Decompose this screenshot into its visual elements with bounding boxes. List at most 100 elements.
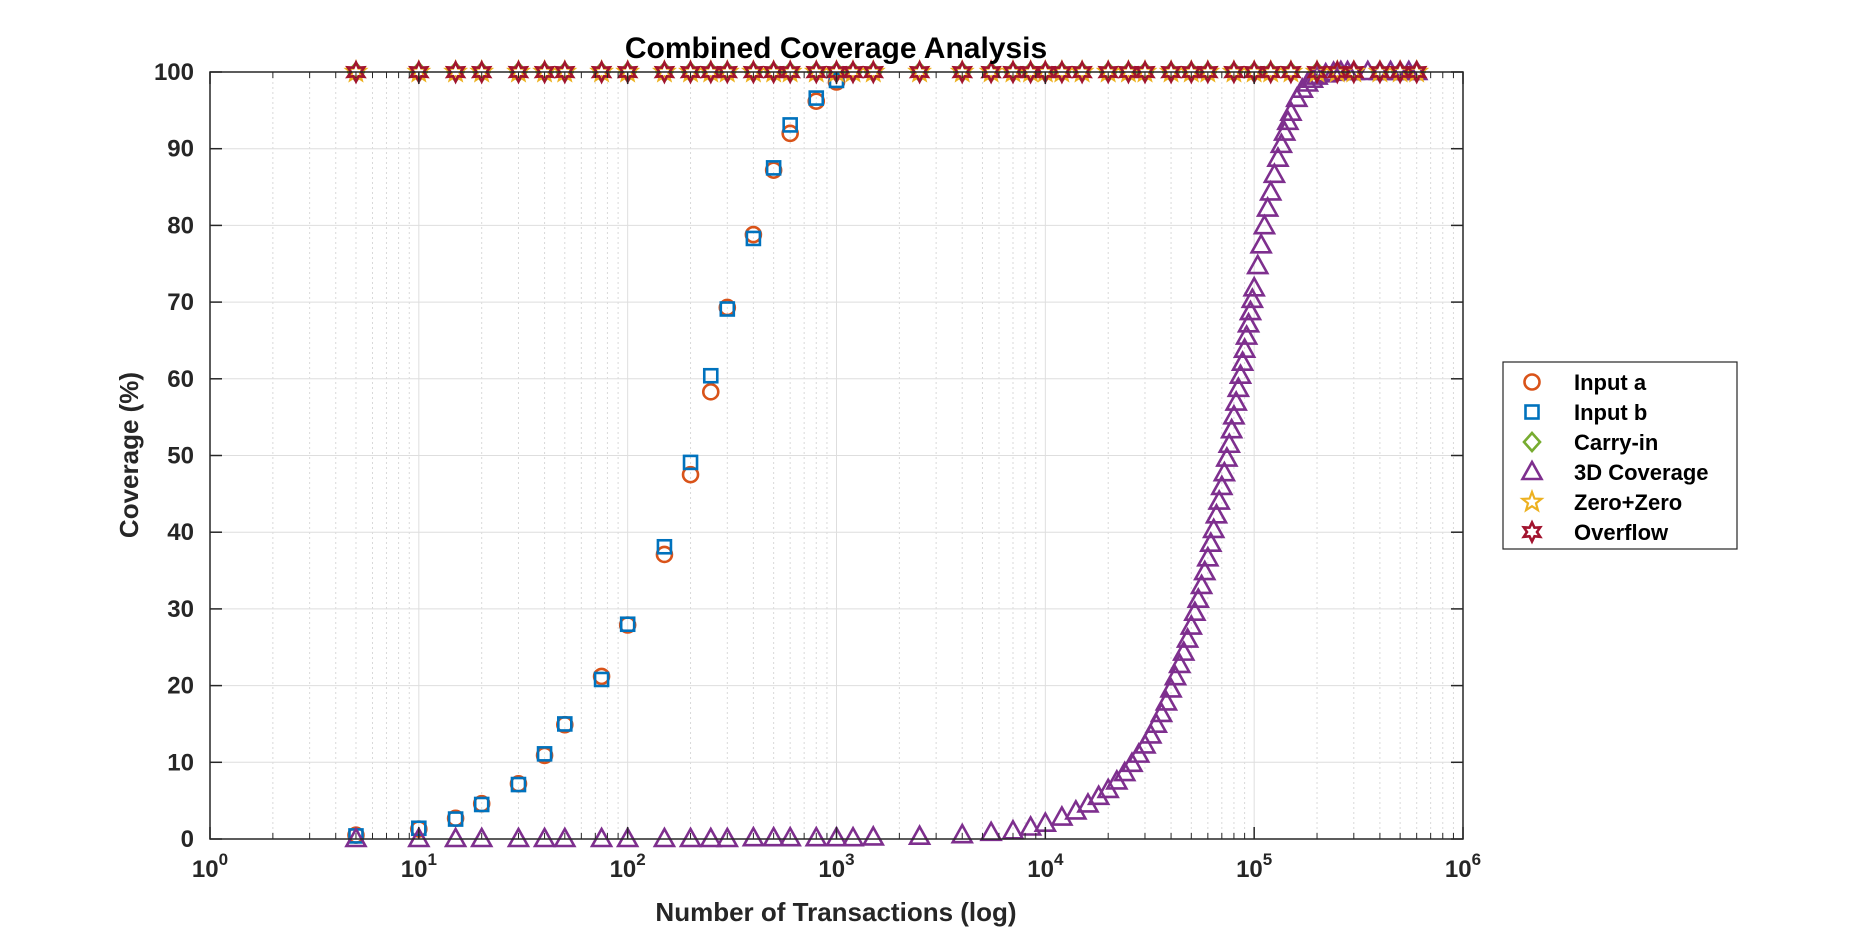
data-point-3d-coverage <box>1172 639 1196 661</box>
data-point-3d-coverage <box>652 826 677 848</box>
data-point-overflow <box>1097 59 1119 85</box>
chart-title: Combined Coverage Analysis <box>625 32 1047 65</box>
y-tick-label: 70 <box>167 289 194 316</box>
data-point-3d-coverage <box>1086 784 1111 806</box>
data-point-3d-coverage <box>1279 99 1303 121</box>
legend: Input a Input b Carry-in 3D Coverage Zero+Ze… <box>1502 361 1738 550</box>
y-tick-label: 100 <box>154 59 194 86</box>
data-point-input-a <box>701 383 720 401</box>
legend-marker-input-a <box>1523 373 1541 391</box>
x-tick-label: 102 <box>610 850 646 883</box>
data-point-3d-coverage <box>1133 732 1157 754</box>
data-point-3d-coverage <box>950 822 974 844</box>
data-point-3d-coverage <box>1258 179 1283 201</box>
data-point-input-b <box>536 746 553 762</box>
tick-labels: 100 101 102 103 104 105 106 0 10 20 30 40 50 60 70 80 90… <box>154 59 1481 883</box>
data-point-3d-coverage <box>715 826 740 848</box>
y-tick-label: 10 <box>167 749 194 776</box>
data-point-input-b <box>782 117 798 133</box>
data-point-3d-coverage <box>1242 275 1266 297</box>
data-point-3d-coverage <box>1230 350 1255 371</box>
data-point-overflow <box>716 59 739 85</box>
data-point-3d-coverage <box>979 820 1003 842</box>
data-point-3d-coverage <box>1217 432 1241 454</box>
legend-label-3d-coverage: 3D Coverage <box>1574 460 1709 485</box>
data-point-3d-coverage <box>907 824 932 845</box>
data-point-3d-coverage <box>1018 814 1043 836</box>
data-point-overflow <box>1050 59 1073 85</box>
legend-marker-zero-zero <box>1519 488 1545 513</box>
data-point-3d-coverage <box>1219 417 1244 439</box>
data-point-overflow <box>444 59 467 85</box>
data-point-overflow <box>1280 59 1302 85</box>
x-tick-label: 103 <box>818 850 854 883</box>
x-tick-label: 100 <box>192 850 228 883</box>
data-point-3d-coverage <box>1226 376 1251 398</box>
data-point-3d-coverage <box>469 826 494 848</box>
legend-label-input-b: Input b <box>1574 400 1647 425</box>
y-tick-label: 50 <box>167 443 194 470</box>
data-point-3d-coverage <box>1201 517 1226 539</box>
data-point-input-b <box>719 301 736 317</box>
data-point-input-b <box>557 716 573 732</box>
data-point-input-b <box>510 776 527 793</box>
data-point-overflow <box>1197 59 1219 85</box>
y-tick-label: 60 <box>167 366 194 393</box>
x-tick-label: 105 <box>1236 850 1272 883</box>
data-point-3d-coverage <box>553 826 577 848</box>
data-point-3d-coverage <box>1295 70 1320 92</box>
data-point-3d-coverage <box>1269 132 1294 154</box>
data-point-3d-coverage <box>824 825 849 847</box>
legend-marker-3d-coverage <box>1520 459 1544 481</box>
data-point-3d-coverage <box>1224 389 1248 411</box>
y-tick-label: 30 <box>167 596 194 623</box>
data-point-3d-coverage <box>741 825 766 847</box>
data-point-3d-coverage <box>861 824 885 846</box>
data-point-3d-coverage <box>804 825 828 847</box>
data-point-input-a <box>681 465 700 484</box>
data-point-input-b <box>702 367 719 384</box>
legend-box <box>1502 361 1738 550</box>
data-point-3d-coverage <box>1199 531 1223 553</box>
data-point-3d-coverage <box>1144 712 1169 734</box>
y-tick-label: 0 <box>181 826 194 853</box>
data-point-3d-coverage <box>1222 403 1246 425</box>
data-point-overflow <box>1160 59 1182 85</box>
x-tick-label: 104 <box>1027 850 1064 883</box>
x-axis-label: Number of Transactions (log) <box>655 897 1016 927</box>
data-point-overflow <box>908 59 931 85</box>
data-point-3d-coverage <box>1262 162 1287 184</box>
data-point-overflow <box>679 59 702 85</box>
data-point-input-b <box>765 160 782 176</box>
data-point-3d-coverage <box>443 826 468 848</box>
data-markers <box>343 58 1430 848</box>
data-point-3d-coverage <box>1204 502 1229 524</box>
data-point-3d-coverage <box>1193 559 1217 581</box>
data-point-3d-coverage <box>1249 232 1273 254</box>
data-point-3d-coverage <box>1255 195 1280 217</box>
data-point-3d-coverage <box>1186 587 1210 608</box>
legend-label-zero-zero: Zero+Zero <box>1574 490 1682 515</box>
data-point-overflow <box>1259 59 1282 85</box>
data-point-3d-coverage <box>1207 488 1231 510</box>
data-point-input-b <box>808 90 825 106</box>
data-point-overflow <box>1306 59 1328 85</box>
data-point-3d-coverage <box>1179 613 1204 635</box>
data-point-input-a <box>781 124 799 143</box>
legend-label-input-a: Input a <box>1574 370 1647 395</box>
data-point-3d-coverage <box>1266 146 1290 167</box>
data-point-overflow <box>653 59 676 85</box>
legend-marker-overflow <box>1521 519 1543 545</box>
x-tick-label: 101 <box>401 850 437 883</box>
legend-label-carry-in: Carry-in <box>1574 430 1658 455</box>
data-point-overflow <box>345 59 367 85</box>
data-point-input-b <box>745 230 762 247</box>
axis-ticks <box>209 71 1464 840</box>
data-point-3d-coverage <box>1228 363 1253 385</box>
data-point-input-b <box>619 616 636 633</box>
data-point-3d-coverage <box>1232 336 1257 358</box>
data-point-overflow <box>1071 59 1093 85</box>
data-point-3d-coverage <box>1149 701 1174 723</box>
data-point-overflow <box>779 59 801 85</box>
data-point-3d-coverage <box>1212 460 1237 482</box>
